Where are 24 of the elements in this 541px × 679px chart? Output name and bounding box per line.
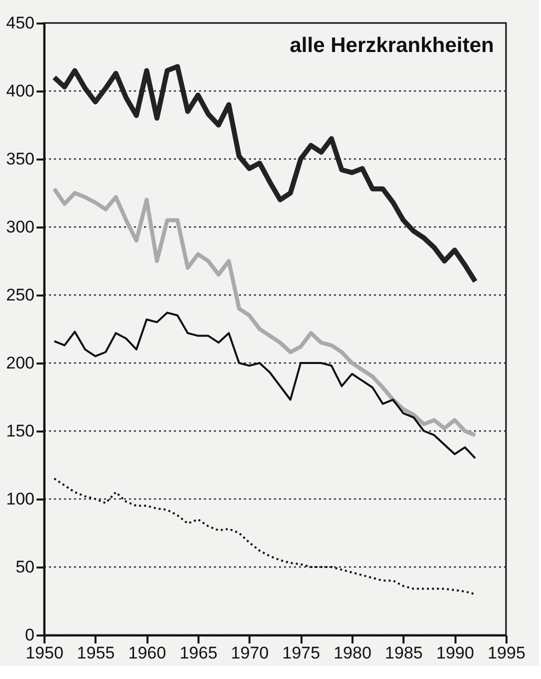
y-tick-label: 400 [6, 82, 34, 100]
y-tick-label: 0 [25, 626, 34, 644]
x-tick-label: 1985 [384, 644, 423, 662]
x-tick-label: 1970 [230, 644, 269, 662]
x-tick-label: 1990 [436, 644, 474, 662]
y-tick-label: 450 [6, 14, 34, 32]
y-tick-label: 350 [6, 150, 34, 168]
x-tick-label: 1980 [334, 644, 372, 662]
y-tick-label: 50 [16, 558, 34, 576]
x-tick-label: 1955 [76, 644, 115, 662]
x-tick-label: 1965 [180, 644, 218, 662]
x-tick-label: 1975 [282, 644, 320, 662]
x-tick-label: 1960 [128, 644, 166, 662]
y-tick-label: 100 [6, 490, 34, 508]
text: alle Herzkrankheiten [290, 34, 494, 57]
x-tick-label: 1950 [26, 644, 64, 662]
line-series [52, 186, 478, 438]
y-tick-label: 300 [6, 218, 34, 236]
y-tick-label: 250 [6, 286, 34, 304]
y-tick-label: 200 [6, 354, 34, 372]
line-series [53, 312, 476, 460]
y-tick-label: 150 [6, 422, 34, 440]
line-series [53, 478, 476, 596]
x-tick-label: 1995 [488, 644, 526, 662]
